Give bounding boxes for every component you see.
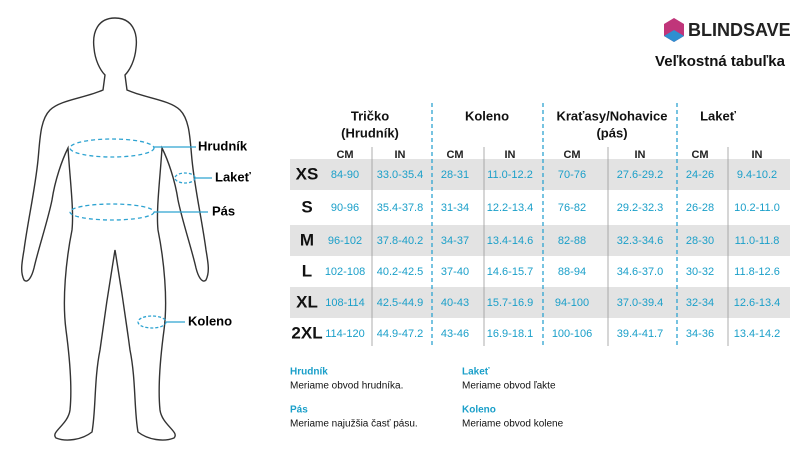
group-header: (Hrudník) (341, 125, 399, 140)
cell: 39.4-41.7 (617, 328, 663, 340)
unit-header: CM (336, 149, 353, 161)
cell: 33.0-35.4 (377, 169, 423, 181)
cell: 84-90 (331, 169, 359, 181)
cell: 12.6-13.4 (734, 297, 780, 309)
group-header: Kraťasy/Nohavice (556, 108, 667, 123)
cell: 34-36 (686, 328, 714, 340)
cell: 40.2-42.5 (377, 266, 423, 278)
brand: BLINDSAVE (688, 20, 791, 40)
row-band (290, 225, 790, 256)
cell: 100-106 (552, 328, 592, 340)
note-title: Koleno (462, 405, 496, 416)
cell: 94-100 (555, 297, 589, 309)
cell: 29.2-32.3 (617, 202, 663, 214)
unit-header: IN (752, 149, 763, 161)
cell: 13.4-14.2 (734, 328, 780, 340)
size-label: XL (296, 292, 318, 311)
cell: 40-43 (441, 297, 469, 309)
body-figure (21, 17, 209, 441)
cell: 13.4-14.6 (487, 235, 533, 247)
cell: 35.4-37.8 (377, 202, 423, 214)
note-title: Pás (290, 405, 308, 416)
cell: 28-30 (686, 235, 714, 247)
note-title: Lakeť (462, 367, 490, 378)
figure-label: Koleno (188, 313, 232, 328)
group-header: Koleno (465, 108, 509, 123)
cell: 28-31 (441, 169, 469, 181)
cell: 114-120 (325, 328, 365, 340)
cell: 31-34 (441, 202, 469, 214)
figure-label: Lakeť (215, 169, 252, 184)
measure-marks (69, 138, 212, 329)
cell: 30-32 (686, 266, 714, 278)
cell: 37.0-39.4 (617, 297, 663, 309)
note-title: Hrudník (290, 367, 328, 378)
unit-header: CM (446, 149, 463, 161)
cell: 24-26 (686, 169, 714, 181)
cell: 32.3-34.6 (617, 235, 663, 247)
cell: 34-37 (441, 235, 469, 247)
cell: 14.6-15.7 (487, 266, 533, 278)
title: Veľkostná tabuľka (655, 53, 786, 70)
note-text: Meriame obvod ľakte (462, 381, 556, 392)
cell: 88-94 (558, 266, 586, 278)
cell: 10.2-11.0 (734, 202, 780, 214)
group-header: Lakeť (700, 108, 737, 123)
group-header: Tričko (351, 108, 389, 123)
cell: 43-46 (441, 328, 469, 340)
unit-header: IN (505, 149, 516, 161)
note-text: Meriame obvod kolene (462, 419, 564, 430)
size-label: XS (296, 164, 319, 183)
cell: 108-114 (325, 297, 365, 309)
cell: 34.6-37.0 (617, 266, 663, 278)
cell: 44.9-47.2 (377, 328, 423, 340)
group-header: (pás) (596, 125, 627, 140)
cell: 11.0-12.2 (487, 169, 533, 181)
cell: 26-28 (686, 202, 714, 214)
cell: 37-40 (441, 266, 469, 278)
cell: 76-82 (558, 202, 586, 214)
note-text: Meriame najužšia časť pásu. (290, 419, 418, 430)
cell: 42.5-44.9 (377, 297, 423, 309)
cell: 11.0-11.8 (735, 235, 780, 247)
unit-header: CM (691, 149, 708, 161)
cell: 27.6-29.2 (617, 169, 663, 181)
cell: 96-102 (328, 235, 362, 247)
unit-header: CM (563, 149, 580, 161)
cell: 11.8-12.6 (734, 266, 780, 278)
unit-header: IN (395, 149, 406, 161)
unit-header: IN (635, 149, 646, 161)
cell: 12.2-13.4 (487, 202, 533, 214)
figure-label: Pás (212, 203, 235, 218)
row-band (290, 287, 790, 318)
cell: 32-34 (686, 297, 714, 309)
cell: 16.9-18.1 (487, 328, 533, 340)
size-label: M (300, 230, 314, 249)
logo-icon (664, 18, 684, 42)
cell: 9.4-10.2 (737, 169, 777, 181)
figure-label: Hrudník (198, 138, 248, 153)
cell: 37.8-40.2 (377, 235, 423, 247)
cell: 82-88 (558, 235, 586, 247)
cell: 102-108 (325, 266, 365, 278)
row-band (290, 159, 790, 190)
size-label: 2XL (291, 323, 322, 342)
size-label: S (301, 197, 312, 216)
cell: 90-96 (331, 202, 359, 214)
size-label: L (302, 261, 312, 280)
cell: 15.7-16.9 (487, 297, 533, 309)
cell: 70-76 (558, 169, 586, 181)
note-text: Meriame obvod hrudníka. (290, 381, 403, 392)
